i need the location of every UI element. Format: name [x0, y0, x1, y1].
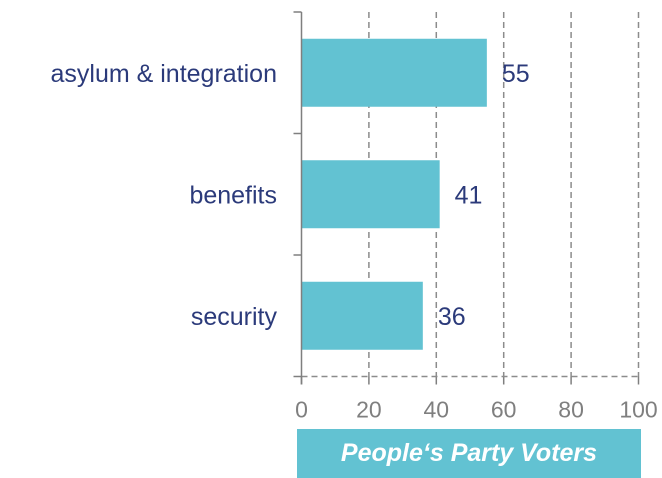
bar-security	[301, 281, 423, 350]
chart-title-band: People‘s Party Voters	[297, 429, 641, 478]
category-label: security	[191, 303, 278, 331]
category-label: asylum & integration	[50, 60, 277, 88]
x-tick-label: 0	[295, 397, 308, 423]
x-tick-label: 60	[491, 397, 517, 423]
x-tick-label: 80	[558, 397, 584, 423]
data-label: 55	[502, 60, 530, 88]
chart-title: People‘s Party Voters	[340, 439, 598, 467]
x-tick-label: 20	[356, 397, 382, 423]
axes	[293, 11, 640, 385]
data-label: 41	[455, 181, 483, 209]
bar-benefits	[301, 160, 440, 229]
labels: 0 20 40 60 80 100 asylum & integration 55 benefi…	[50, 60, 657, 423]
data-label: 36	[438, 303, 466, 331]
bar-asylum-integration	[301, 38, 487, 107]
category-label: benefits	[189, 181, 277, 209]
x-tick-label: 100	[619, 397, 657, 423]
bars	[301, 38, 487, 350]
x-tick-label: 40	[424, 397, 450, 423]
